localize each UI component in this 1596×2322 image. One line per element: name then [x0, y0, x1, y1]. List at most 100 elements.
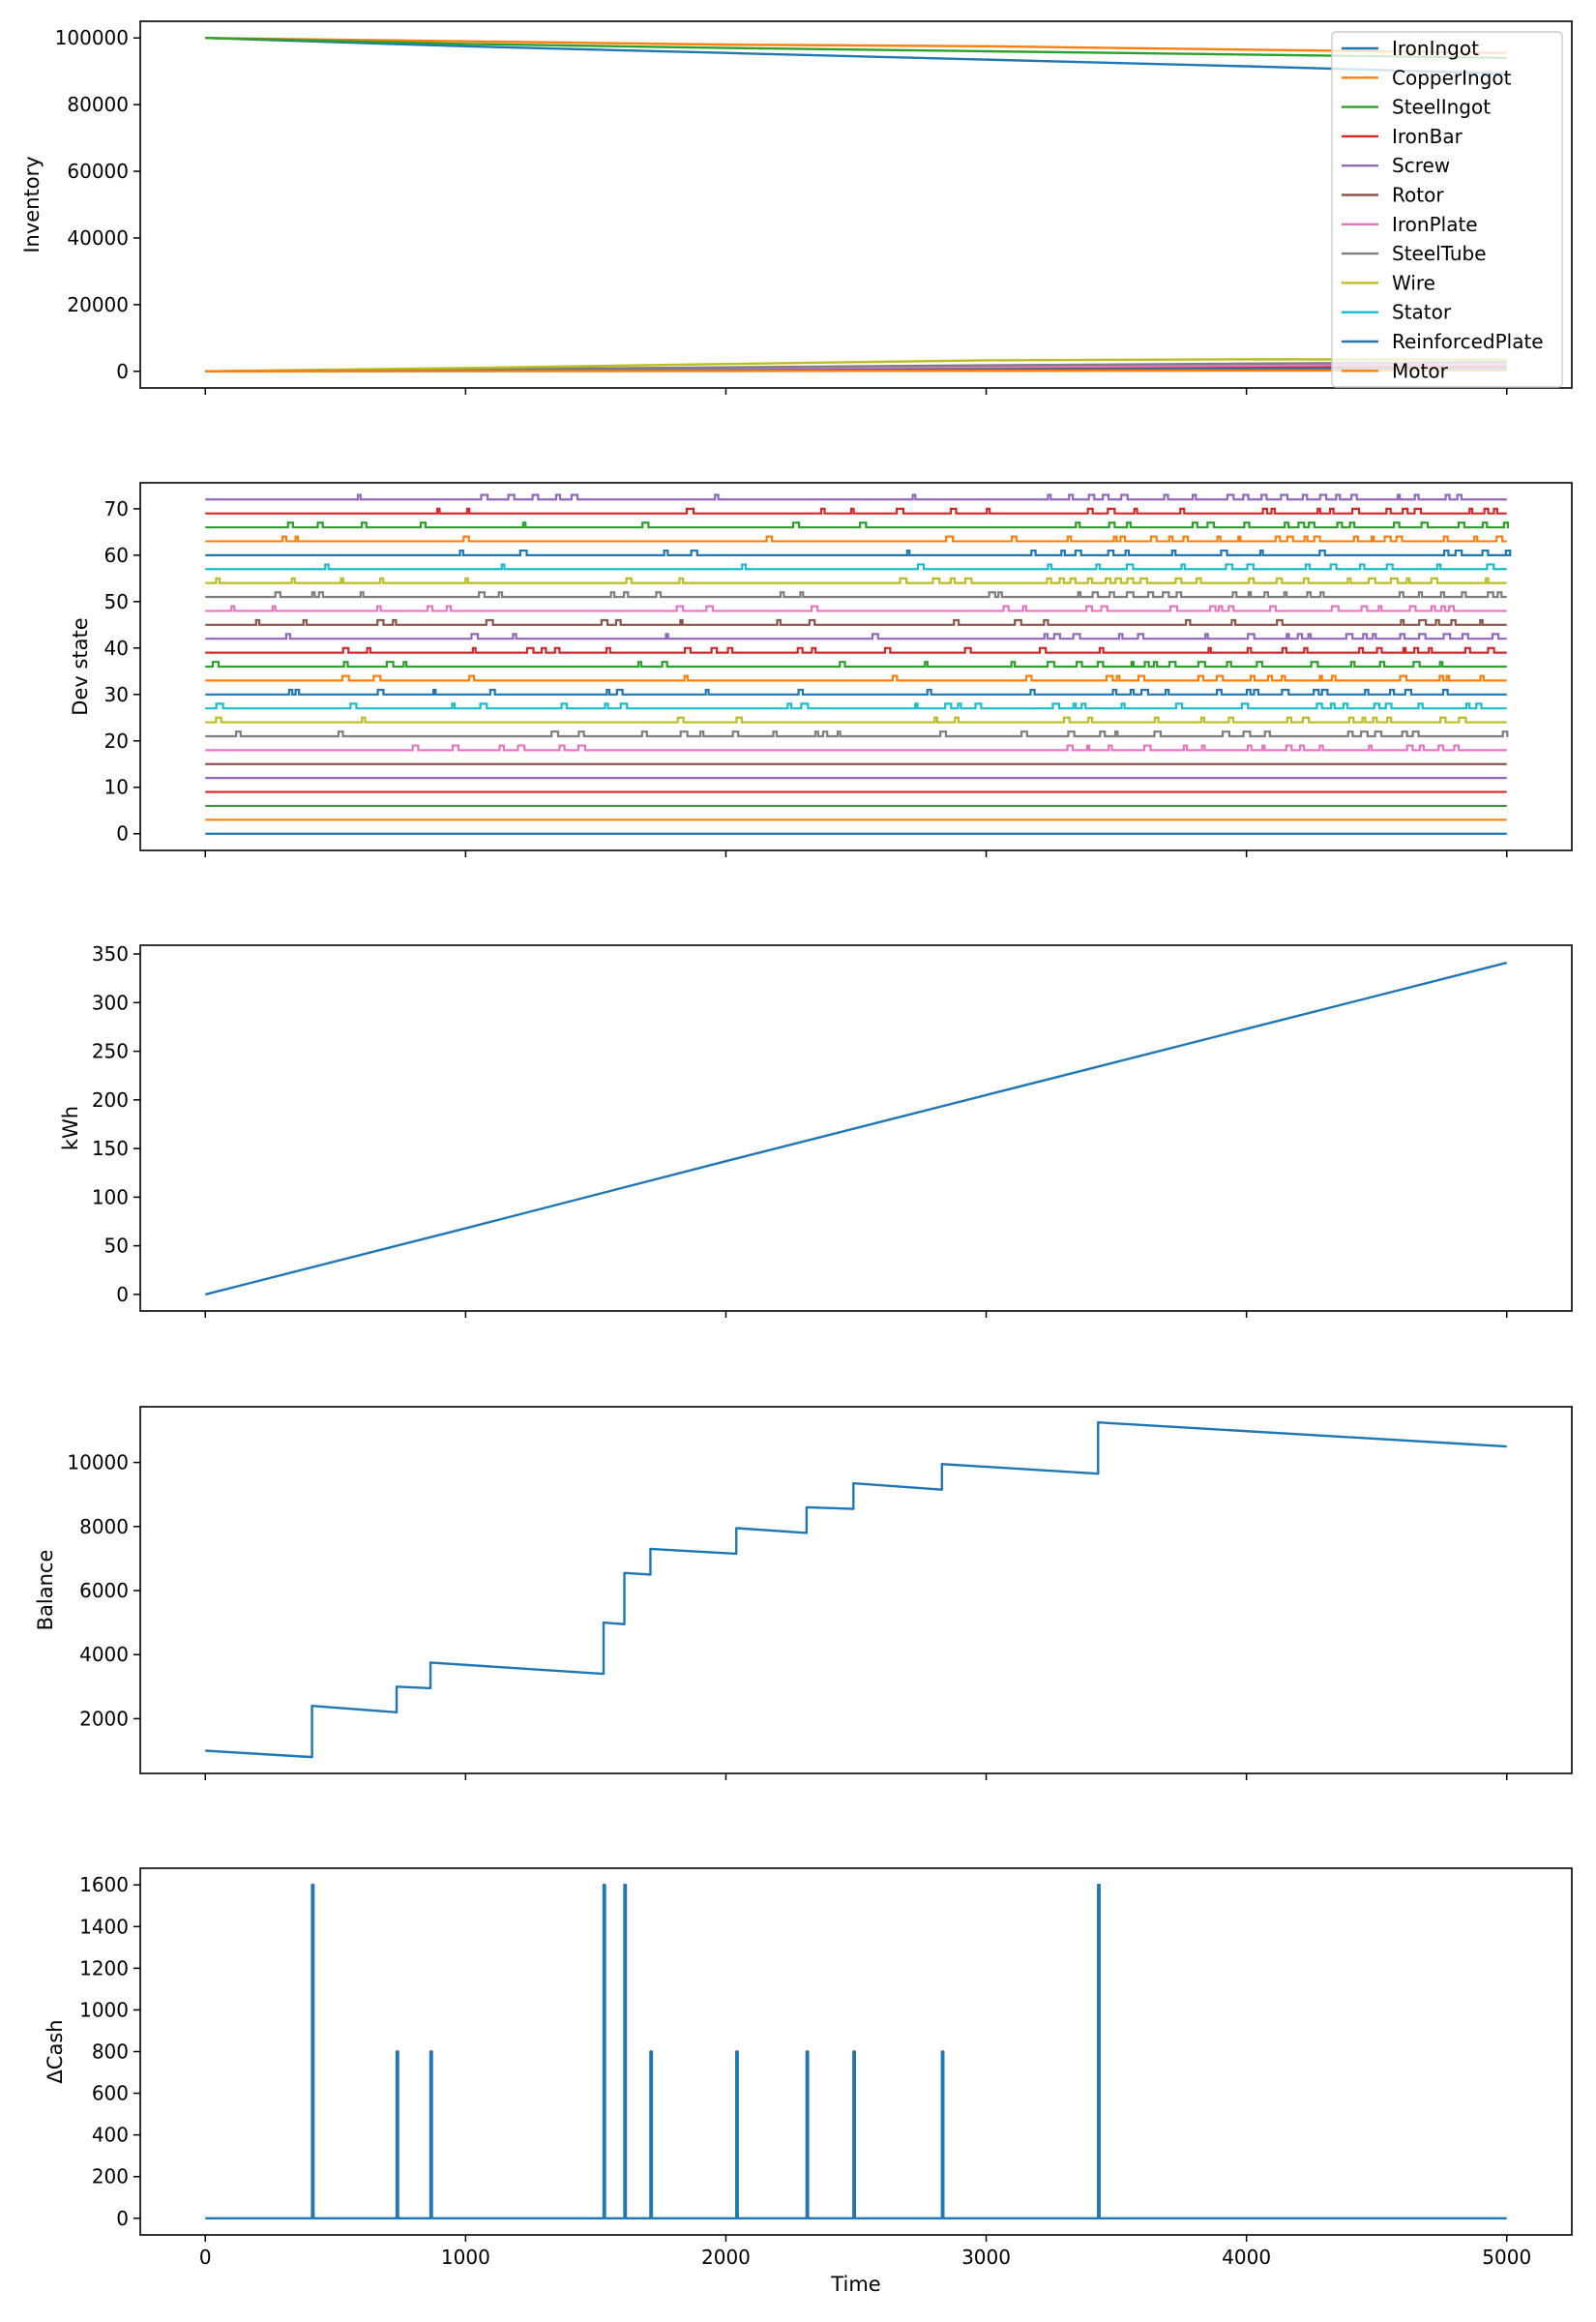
series-line-1 — [205, 1421, 1507, 1759]
legend-entry-stator: Stator — [1392, 301, 1452, 324]
dev-state-line-36 — [205, 661, 1507, 669]
series-line-1 — [204, 961, 1508, 1296]
y-tick-label: 200 — [92, 2165, 129, 2188]
legend-entry-screw: Screw — [1392, 154, 1450, 177]
y-axis-label: kWh — [59, 1106, 82, 1150]
dev-state-line-39 — [205, 646, 1507, 654]
legend-entry-wire: Wire — [1392, 271, 1435, 294]
y-tick-label: 30 — [104, 683, 129, 706]
y-tick-label: 40000 — [67, 226, 129, 250]
dev-state-line-63 — [205, 535, 1507, 543]
legend-entry-steeltube: SteelTube — [1392, 242, 1487, 265]
y-tick-label: 20 — [104, 729, 129, 753]
legend-entry-motor: Motor — [1392, 359, 1449, 382]
y-tick-label: 1600 — [79, 1873, 129, 1896]
y-tick-label: 100000 — [55, 26, 129, 49]
dev-state-line-51 — [205, 591, 1507, 599]
y-tick-label: 0 — [116, 822, 129, 846]
x-tick-label: 1000 — [441, 2246, 490, 2269]
y-tick-label: 2000 — [79, 1707, 129, 1730]
y-axis-label: Inventory — [20, 156, 44, 253]
panel-2: 0 10 20 30 40 50 60 70 Dev state — [69, 482, 1573, 857]
y-tick-label: 60000 — [67, 160, 129, 183]
y-tick-label: 0 — [116, 360, 129, 383]
y-axis-label: ΔCash — [44, 2019, 67, 2083]
dev-state-line-54 — [205, 577, 1507, 584]
legend-entry-ironplate: IronPlate — [1392, 213, 1478, 236]
y-tick-label: 250 — [92, 1040, 129, 1063]
y-tick-label: 100 — [92, 1185, 129, 1208]
dev-state-line-24 — [205, 716, 1507, 724]
y-tick-label: 400 — [92, 2124, 129, 2147]
plot-area — [204, 961, 1508, 1296]
y-tick-label: 0 — [116, 1283, 129, 1306]
y-tick-label: 70 — [104, 497, 129, 521]
y-tick-label: 200 — [92, 1088, 129, 1112]
x-axis-label: Time — [830, 2273, 880, 2296]
y-tick-label: 8000 — [79, 1515, 129, 1538]
dev-state-line-72 — [205, 493, 1507, 501]
plot-area — [205, 1421, 1507, 1759]
x-tick-label: 4000 — [1222, 2246, 1271, 2269]
y-tick-label: 1200 — [79, 1956, 129, 1980]
dev-state-line-27 — [205, 702, 1507, 710]
axes-frame — [139, 1406, 1573, 1774]
legend-entry-ironbar: IronBar — [1392, 125, 1463, 148]
series-line-ironingot — [205, 37, 1507, 75]
y-tick-label: 20000 — [67, 293, 129, 316]
y-tick-label: 80000 — [67, 93, 129, 116]
axes-frame — [139, 482, 1573, 851]
legend-entry-reinforcedplate: ReinforcedPlate — [1392, 330, 1544, 353]
y-tick-label: 0 — [116, 2207, 129, 2230]
dev-state-line-18 — [205, 744, 1507, 752]
series-line-1 — [205, 1884, 1507, 2219]
y-tick-label: 150 — [92, 1137, 129, 1160]
legend: IronIngot CopperIngot SteelIngot IronBar Scr… — [1331, 31, 1563, 388]
x-tick-label: 5000 — [1482, 2246, 1531, 2269]
y-tick-label: 350 — [92, 942, 129, 966]
y-tick-label: 600 — [92, 2082, 129, 2105]
dev-state-line-30 — [205, 688, 1507, 696]
plot-area — [205, 1884, 1507, 2219]
y-tick-label: 60 — [104, 544, 129, 567]
y-axis-label: Dev state — [69, 617, 92, 715]
panel-4: 2000 4000 6000 8000 10000 Balance — [34, 1406, 1573, 1780]
series-line-wire — [205, 358, 1507, 372]
dev-state-line-45 — [205, 618, 1507, 626]
series-line-copperingot — [205, 37, 1507, 54]
dev-state-line-66 — [205, 521, 1510, 529]
y-tick-label: 50 — [104, 590, 129, 613]
plot-area — [205, 37, 1507, 372]
y-tick-label: 300 — [92, 991, 129, 1014]
dev-state-line-48 — [205, 605, 1507, 612]
x-tick-label: 0 — [199, 2246, 212, 2269]
y-tick-label: 10000 — [67, 1451, 129, 1474]
y-tick-label: 4000 — [79, 1643, 129, 1666]
series-line-steelingot — [205, 37, 1507, 60]
y-tick-label: 40 — [104, 637, 129, 660]
panel-3: 0 50 100 150 200 250 300 350 kWh — [59, 942, 1573, 1318]
legend-entry-steelingot: SteelIngot — [1392, 96, 1491, 119]
panel-5: 0 200 400 600 800 1000 1200 1400 1600 0 1000 2000 30… — [44, 1867, 1573, 2296]
legend-entry-ironingot: IronIngot — [1392, 37, 1479, 60]
panel-1: 0 20000 40000 60000 80000 100000 Inventory Iron… — [20, 20, 1573, 395]
series-line-motor — [205, 369, 1507, 372]
legend-entry-copperingot: CopperIngot — [1392, 66, 1512, 89]
y-axis-label: Balance — [34, 1550, 57, 1631]
dev-state-line-69 — [205, 507, 1507, 515]
legend-box — [1331, 31, 1563, 388]
x-tick-label: 2000 — [701, 2246, 751, 2269]
y-tick-label: 10 — [104, 776, 129, 799]
y-tick-label: 800 — [92, 2040, 129, 2064]
dev-state-line-42 — [205, 633, 1507, 640]
y-tick-label: 6000 — [79, 1579, 129, 1602]
y-tick-label: 1000 — [79, 1998, 129, 2021]
x-tick-label: 3000 — [961, 2246, 1011, 2269]
dev-state-line-21 — [205, 730, 1509, 738]
dev-state-line-33 — [205, 674, 1507, 682]
y-tick-label: 50 — [104, 1235, 129, 1258]
y-tick-label: 1400 — [79, 1915, 129, 1938]
plot-area — [205, 493, 1512, 835]
dev-state-line-60 — [205, 549, 1512, 556]
